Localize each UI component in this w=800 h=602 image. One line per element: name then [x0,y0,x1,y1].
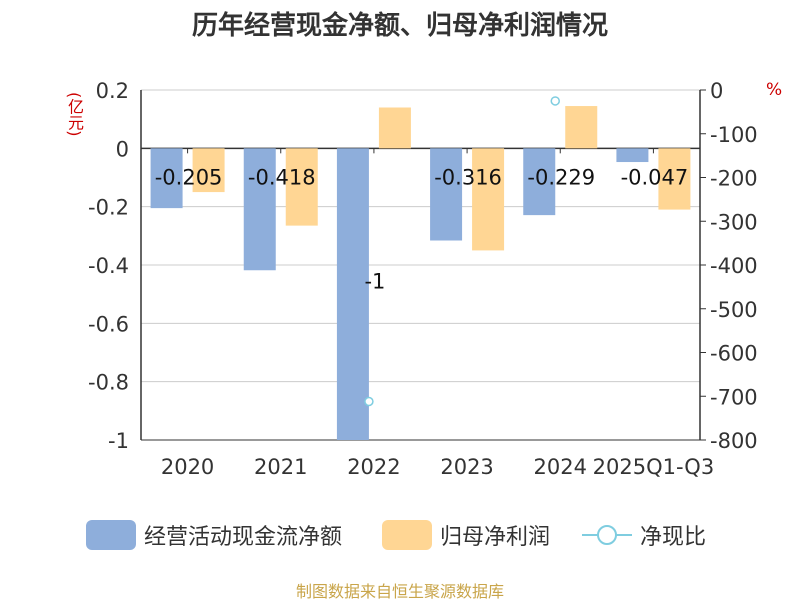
bar-cash [336,148,369,441]
left-tick-label: 0 [116,137,129,161]
bar-cash [430,148,463,241]
legend-item-ratio: 净现比 [582,517,706,553]
right-tick-label: -600 [710,342,758,366]
bar-cash [150,148,183,209]
point-ratio [550,96,560,106]
left-tick-label: -0.6 [88,312,129,336]
right-axis-unit: % [766,80,783,100]
right-tick-label: -800 [710,429,758,453]
bar-profit [472,148,505,251]
x-tick-label: 2025Q1-Q3 [593,455,715,479]
legend-item-profit: 归母净利润 [382,517,550,553]
data-label-cash: -0.047 [621,165,689,189]
right-tick-label: -200 [710,167,758,191]
bar-cash [616,148,649,163]
right-tick-label: -700 [710,385,758,409]
bar-profit [658,148,691,210]
x-tick-label: 2020 [161,455,214,479]
legend-label-profit[interactable]: 归母净利润 [440,525,551,550]
bar-cash [523,148,556,216]
right-tick-label: -400 [710,254,758,278]
left-tick-label: -0.4 [88,254,129,278]
data-label-cash: -0.418 [248,165,316,189]
left-tick-label: -0.8 [88,371,129,395]
point-ratio [364,396,374,407]
legend-swatch-profit [382,520,432,550]
left-tick-label: -1 [108,429,129,453]
x-tick-label: 2021 [254,455,307,479]
legend: 经营活动现金流净额 [86,517,342,553]
bar-profit [565,106,598,149]
data-label-cash: -0.316 [434,165,502,189]
left-tick-label: -0.2 [88,196,129,220]
bar-profit [378,107,411,149]
left-axis-unit: (亿元) [65,92,84,137]
legend-label-cash[interactable]: 经营活动现金流净额 [144,525,343,550]
data-label-cash: -0.229 [527,165,595,189]
legend-swatch-cash [86,520,136,550]
right-tick-label: -300 [710,210,758,234]
x-tick-label: 2023 [440,455,493,479]
x-tick-label: 2024 [534,455,587,479]
right-tick-label: -100 [710,123,758,147]
legend-label-ratio[interactable]: 净现比 [640,525,707,550]
data-label-cash: -0.205 [155,165,223,189]
source-note: 制图数据来自恒生聚源数据库 [295,582,504,601]
x-tick-label: 2022 [347,455,400,479]
bar-cash [243,148,276,271]
data-label-cash: -1 [364,269,385,293]
bar-profit [192,148,225,193]
chart-title: 历年经营现金净额、归母净利润情况 [191,11,608,41]
left-tick-label: 0.2 [96,79,129,103]
right-tick-label: -500 [710,298,758,322]
bar-profit [285,148,318,226]
right-tick-label: 0 [710,79,723,103]
legend-swatch-ratio [582,520,632,550]
